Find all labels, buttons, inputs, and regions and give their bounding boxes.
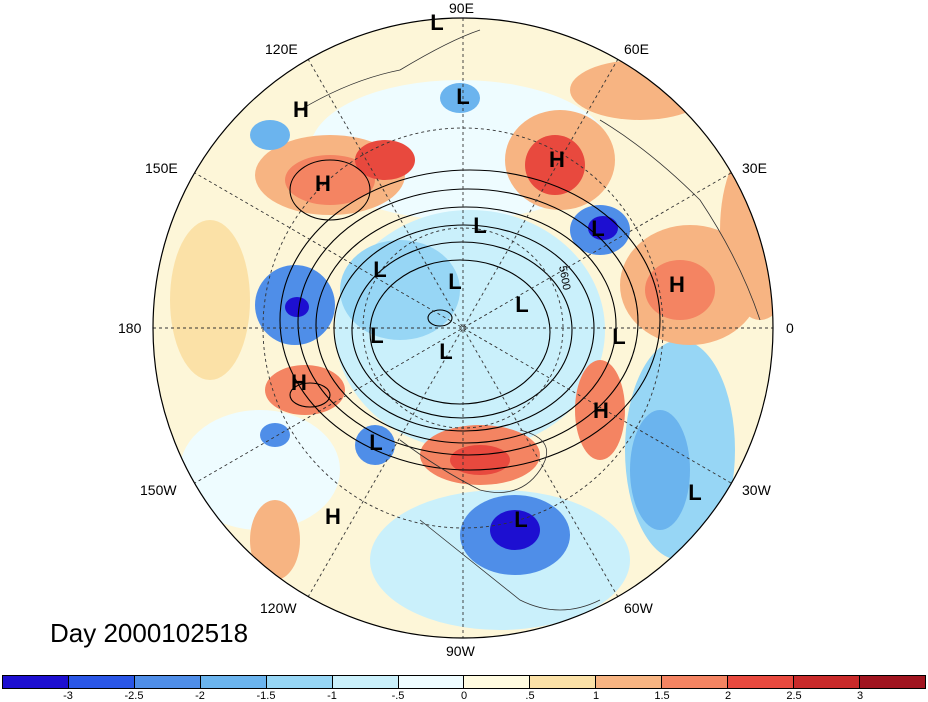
colorbar-tick-label: 1.5 (654, 690, 670, 702)
colorbar-cell (266, 676, 333, 688)
colorbar-cell (332, 676, 399, 688)
colorbar-cell (398, 676, 465, 688)
lon-label-30e: 30E (742, 160, 767, 176)
colorbar-tick-label: -1 (327, 690, 337, 702)
lon-label-60w: 60W (624, 600, 653, 616)
colorbar-cell (3, 676, 69, 688)
colorbar (2, 675, 926, 689)
lon-label-120e: 120E (265, 41, 298, 57)
colorbar-cell (794, 676, 860, 688)
graticule (153, 18, 773, 638)
colorbar-tick-label: -1.5 (256, 690, 276, 702)
high-pressure-marker: H (291, 370, 307, 395)
lon-label-150e: 150E (145, 160, 178, 176)
high-pressure-marker: H (593, 398, 609, 423)
day-label: Day 2000102518 (50, 618, 249, 648)
high-pressure-marker: H (669, 272, 685, 297)
colorbar-cell (200, 676, 267, 688)
lon-label-150w: 150W (140, 482, 177, 498)
lon-label-30w: 30W (742, 482, 771, 498)
high-pressure-marker: H (315, 171, 331, 196)
colorbar-tick-label: 2 (724, 690, 732, 702)
lon-label-180: 180 (118, 320, 142, 336)
lon-label-120w: 120W (260, 600, 297, 616)
low-pressure-marker: L (612, 324, 626, 349)
high-pressure-marker: H (549, 147, 565, 172)
colorbar-cell (464, 676, 531, 688)
low-pressure-marker: L (515, 292, 529, 317)
low-pressure-marker: L (439, 339, 453, 364)
colorbar-cell (662, 676, 729, 688)
colorbar-cell (134, 676, 201, 688)
colorbar-tick-label: 1 (592, 690, 600, 702)
low-pressure-marker: L (448, 269, 462, 294)
map-boundary (152, 17, 774, 639)
low-pressure-marker: L (430, 10, 444, 35)
colorbar-tick-label: -2 (195, 690, 205, 702)
colorbar-tick-label: -2.5 (124, 690, 144, 702)
colorbar-cell (596, 676, 663, 688)
colorbar-cell (859, 676, 925, 688)
high-pressure-marker: H (293, 97, 309, 122)
low-pressure-marker: L (591, 216, 605, 241)
colorbar-cell (728, 676, 795, 688)
colorbar-tick-label: .5 (525, 690, 535, 702)
low-pressure-marker: L (688, 480, 702, 505)
coastlines (299, 29, 761, 611)
low-pressure-marker: L (373, 257, 387, 282)
colorbar-tick-label: -.5 (391, 690, 405, 702)
lon-label-0: 0 (786, 320, 794, 336)
low-pressure-marker: L (473, 213, 487, 238)
low-pressure-marker: L (514, 507, 528, 532)
low-pressure-marker: L (370, 323, 384, 348)
low-pressure-marker: L (369, 430, 383, 455)
lon-label-90e: 90E (449, 0, 474, 16)
colorbar-tick-label: 0 (460, 690, 468, 702)
colorbar-tick-label: -3 (63, 690, 73, 702)
colorbar-tick-label: 2.5 (786, 690, 802, 702)
colorbar-tick-label: 3 (856, 690, 864, 702)
colorbar-cell (68, 676, 135, 688)
high-pressure-marker: H (325, 504, 341, 529)
lon-label-60e: 60E (624, 41, 649, 57)
colorbar-cell (530, 676, 597, 688)
lon-label-90w: 90W (446, 643, 475, 659)
low-pressure-marker: L (456, 84, 470, 109)
